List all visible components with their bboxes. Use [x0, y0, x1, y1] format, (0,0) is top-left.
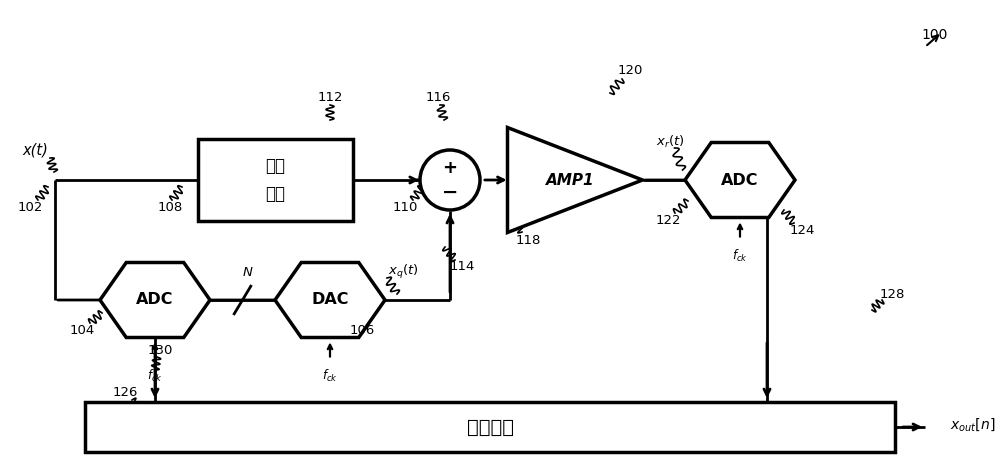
Text: $f_{ck}$: $f_{ck}$: [732, 247, 748, 264]
Text: ADC: ADC: [721, 173, 759, 187]
Text: DAC: DAC: [311, 292, 349, 307]
Text: $x_r(t)$: $x_r(t)$: [656, 134, 685, 150]
Text: $f_{ck}$: $f_{ck}$: [322, 367, 338, 384]
Text: +: +: [442, 159, 458, 177]
Text: 延迟: 延迟: [265, 185, 285, 203]
Text: 104: 104: [69, 324, 95, 337]
Text: 100: 100: [922, 28, 948, 42]
Text: 122: 122: [655, 213, 681, 226]
Text: 130: 130: [147, 344, 173, 357]
FancyBboxPatch shape: [85, 402, 895, 452]
Text: 108: 108: [157, 200, 183, 213]
Text: 128: 128: [879, 288, 905, 301]
Text: 124: 124: [789, 224, 815, 237]
Polygon shape: [508, 127, 642, 232]
Text: 116: 116: [425, 91, 451, 104]
Text: 110: 110: [392, 200, 418, 213]
Polygon shape: [100, 263, 210, 338]
Circle shape: [420, 150, 480, 210]
Text: $f_{ck}$: $f_{ck}$: [147, 367, 163, 384]
Text: −: −: [442, 182, 458, 201]
Text: ADC: ADC: [136, 292, 174, 307]
Text: N: N: [243, 266, 252, 279]
Text: 114: 114: [449, 260, 475, 273]
Text: x(t): x(t): [22, 142, 48, 158]
Text: 模拟: 模拟: [265, 157, 285, 175]
Text: 102: 102: [17, 200, 43, 213]
Text: 106: 106: [349, 324, 375, 337]
FancyBboxPatch shape: [198, 139, 353, 221]
Text: $x_{out}[n]$: $x_{out}[n]$: [950, 417, 995, 433]
Text: $x_q(t)$: $x_q(t)$: [388, 263, 418, 281]
Text: AMP1: AMP1: [546, 173, 594, 187]
Polygon shape: [275, 263, 385, 338]
Text: 112: 112: [317, 91, 343, 104]
Polygon shape: [685, 142, 795, 218]
Text: 数字重建: 数字重建: [467, 418, 514, 437]
Text: 120: 120: [617, 64, 643, 77]
Text: 118: 118: [515, 233, 541, 246]
Text: 126: 126: [112, 386, 138, 399]
